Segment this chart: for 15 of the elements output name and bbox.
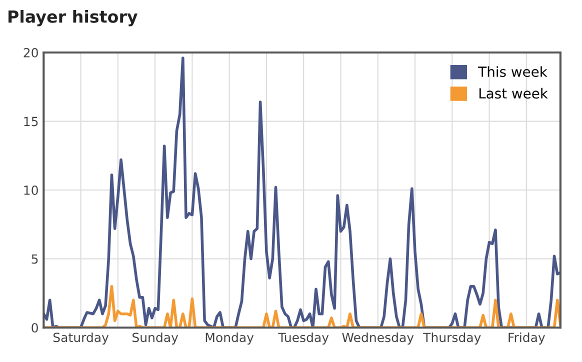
y-tick-label: 20 — [24, 48, 38, 58]
chart-title: Player history — [8, 10, 138, 26]
y-tick-label: 0 — [32, 323, 38, 333]
legend-label: Last week — [479, 88, 548, 99]
x-tick-label: Monday — [206, 332, 254, 345]
x-tick-label: Tuesday — [278, 332, 329, 345]
x-tick-label: Sunday — [132, 332, 178, 345]
y-tick-label: 5 — [32, 254, 38, 264]
x-tick-label: Thursday — [423, 332, 481, 345]
y-tick-label: 10 — [24, 186, 38, 195]
x-tick-label: Saturday — [53, 332, 109, 345]
x-tick-label: Wednesday — [342, 332, 414, 345]
y-tick-label: 15 — [24, 116, 38, 126]
legend-label: This week — [478, 66, 548, 77]
x-tick-label: Friday — [508, 332, 545, 345]
